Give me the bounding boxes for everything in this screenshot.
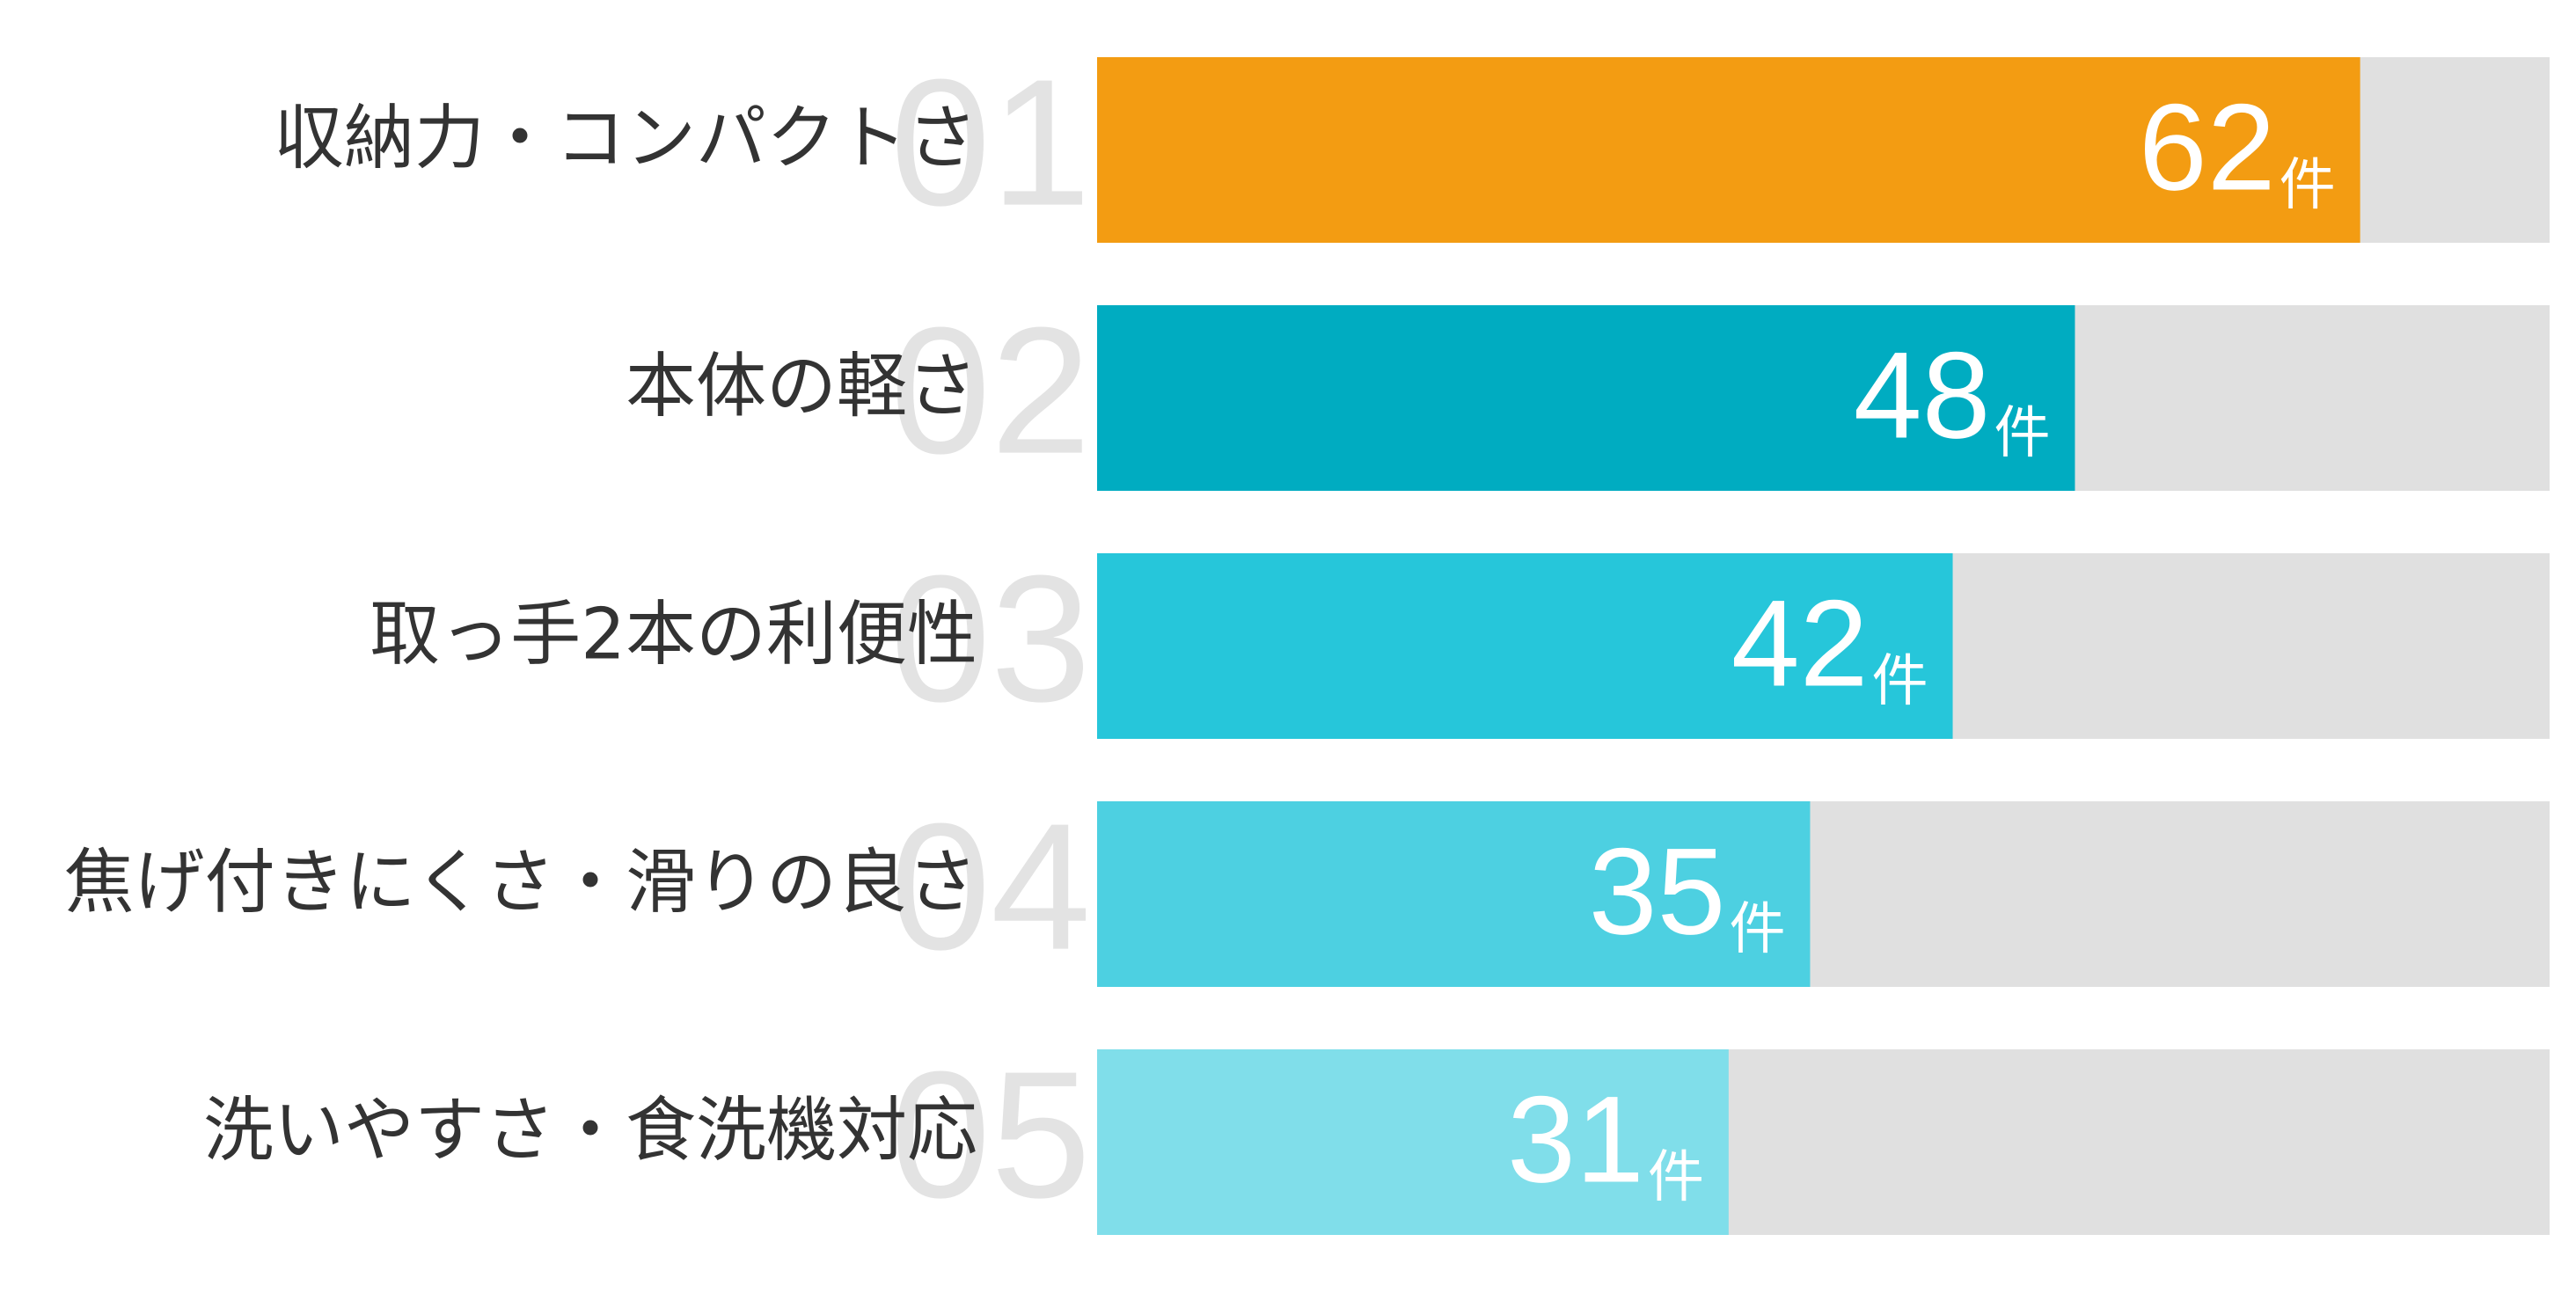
value-unit: 件: [1648, 1145, 1704, 1210]
value-unit: 件: [1729, 897, 1785, 962]
value-unit: 件: [2280, 153, 2336, 218]
rank-number: 04: [890, 786, 1091, 988]
value-label: 31: [1507, 1070, 1644, 1208]
category-label: 焦げ付きにくさ・滑りの良さ: [64, 841, 977, 923]
bar: [1097, 1049, 1729, 1235]
rank-number: 05: [890, 1034, 1091, 1236]
category-label: 取っ手2本の利便性: [370, 593, 977, 675]
value-label: 35: [1589, 822, 1726, 960]
category-label: 洗いやすさ・食洗機対応: [203, 1089, 977, 1171]
rank-number: 01: [890, 42, 1091, 244]
bar: [1097, 553, 1953, 739]
value-label: 62: [2139, 77, 2276, 216]
category-label: 収納力・コンパクトさ: [274, 97, 977, 179]
value-label: 48: [1854, 325, 1991, 464]
bar: [1097, 305, 2075, 491]
category-label: 本体の軽さ: [626, 345, 977, 427]
bar: [1097, 57, 2360, 243]
value-unit: 件: [1872, 649, 1928, 714]
value-label: 42: [1731, 573, 1869, 712]
rank-number: 03: [890, 538, 1091, 740]
bar: [1097, 801, 1811, 987]
rank-number: 02: [890, 290, 1091, 492]
value-unit: 件: [1994, 401, 2050, 466]
